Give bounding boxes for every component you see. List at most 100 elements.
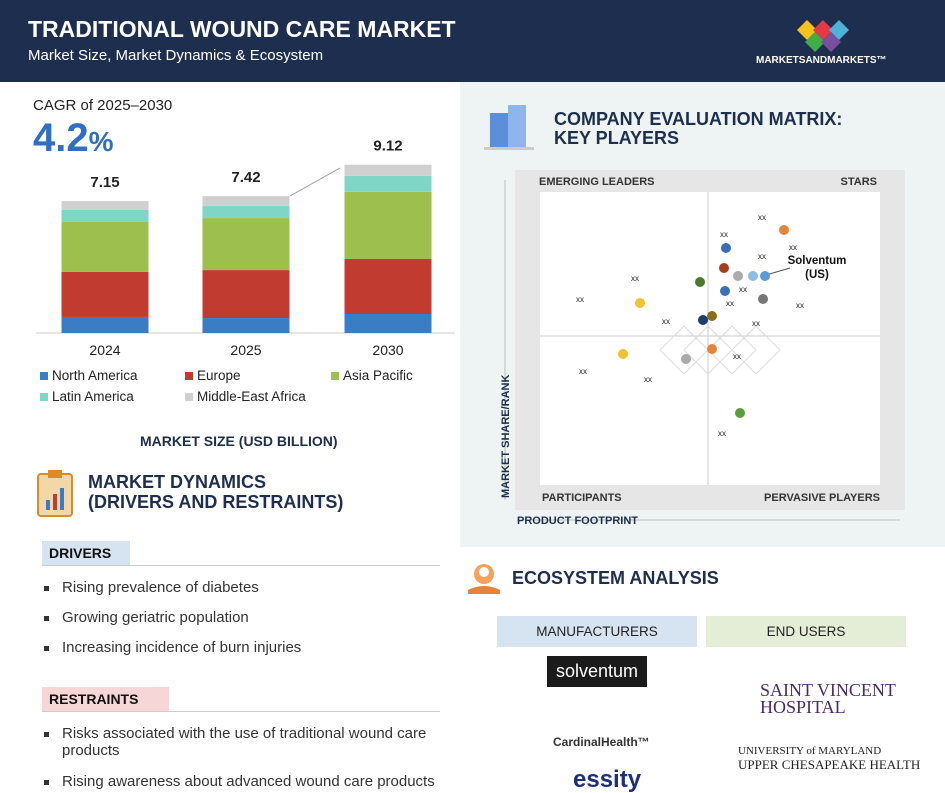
highlight-label: Solventum xyxy=(788,255,847,267)
subtitle: Market Size, Market Dynamics & Ecosystem xyxy=(28,47,324,64)
bar-chart: 7.15 2024 7.42 2025 9.12 2030 xyxy=(36,138,455,358)
driver: Rising prevalence of diabetes xyxy=(44,579,259,596)
legend-swatch xyxy=(40,393,48,401)
company-dot xyxy=(707,311,717,321)
column-head: END USERS xyxy=(706,616,906,647)
bar-segment xyxy=(202,206,290,219)
company-placeholder: xx xyxy=(739,285,747,294)
company-placeholder: xx xyxy=(631,274,639,283)
dynamics-title: (DRIVERS AND RESTRAINTS) xyxy=(88,492,344,512)
company-placeholder: xx xyxy=(720,230,728,239)
cagr-value: 4.2% xyxy=(33,116,114,161)
bar-segment xyxy=(344,175,432,192)
company-placeholder: xx xyxy=(733,352,741,361)
restraint: Risks associated with the use of traditi… xyxy=(44,725,441,759)
rule xyxy=(42,565,440,566)
logo-umd: UPPER CHESAPEAKE HEALTH xyxy=(738,757,921,772)
cagr-label: CAGR of 2025–2030 xyxy=(33,97,173,114)
brand-logo xyxy=(797,20,849,52)
company-placeholder: xx xyxy=(579,367,587,376)
bar-segment xyxy=(202,218,290,271)
quadrant-label: EMERGING LEADERS xyxy=(539,176,655,188)
company-dot xyxy=(695,277,705,287)
company-placeholder: xx xyxy=(758,252,766,261)
quadrant-label: STARS xyxy=(841,176,877,188)
driver-text: Rising prevalence of diabetes xyxy=(62,579,259,596)
logo-umd: UNIVERSITY of MARYLAND xyxy=(738,745,882,757)
matrix-title: COMPANY EVALUATION MATRIX: xyxy=(554,109,843,129)
drivers-label: DRIVERS xyxy=(49,545,112,561)
bar-segment xyxy=(202,270,290,319)
company-placeholder: xx xyxy=(644,375,652,384)
ecosystem-icon xyxy=(468,564,500,594)
restraint-text: Rising awareness about advanced wound ca… xyxy=(62,773,435,790)
restraint-text: Risks associated with the use of traditi… xyxy=(62,725,427,759)
legend-item: Europe xyxy=(185,368,241,383)
bar-segment xyxy=(344,313,432,333)
company-dot xyxy=(618,349,628,359)
ecosystem-title: ECOSYSTEM ANALYSIS xyxy=(512,568,719,588)
legend-item: North America xyxy=(40,368,138,383)
legend-swatch xyxy=(185,393,193,401)
driver: Growing geriatric population xyxy=(44,609,249,626)
y-axis-label: MARKET SHARE/RANK xyxy=(500,375,512,499)
restraints-tab xyxy=(42,687,169,711)
company-placeholder: xx xyxy=(726,299,734,308)
bar-segment xyxy=(61,316,149,333)
growth-arrow xyxy=(289,167,341,197)
x-tick-label: 2024 xyxy=(89,342,120,358)
bar-segment xyxy=(61,271,149,317)
header xyxy=(0,0,945,82)
legend-swatch xyxy=(185,372,193,380)
legend-item: Latin America xyxy=(40,389,134,404)
company-dot xyxy=(779,225,789,235)
company-dot xyxy=(681,354,691,364)
x-axis-label: PRODUCT FOOTPRINT xyxy=(517,515,638,527)
company-placeholder: xx xyxy=(752,319,760,328)
cagr-unit: % xyxy=(88,126,114,157)
company-dot xyxy=(733,271,743,281)
chart-title: MARKET SIZE (USD BILLION) xyxy=(140,433,338,449)
bar-segment xyxy=(344,259,432,314)
logo-saint-vincent: HOSPITAL xyxy=(760,697,846,717)
company-dot xyxy=(748,271,758,281)
company-dot xyxy=(720,286,730,296)
drivers-tab xyxy=(42,541,130,565)
company-placeholder: xx xyxy=(576,295,584,304)
company-dot xyxy=(758,294,768,304)
legend-swatch xyxy=(40,372,48,380)
legend-text: Europe xyxy=(197,368,241,383)
driver-text: Growing geriatric population xyxy=(62,609,249,626)
bar-segment xyxy=(202,196,290,207)
legend-item: Asia Pacific xyxy=(331,368,413,383)
driver: Increasing incidence of burn injuries xyxy=(43,639,301,656)
company-dot xyxy=(707,344,717,354)
matrix-title: KEY PLAYERS xyxy=(554,128,680,148)
company-placeholder: xx xyxy=(662,317,670,326)
legend-swatch xyxy=(331,372,339,380)
logo-essity: essity xyxy=(573,766,642,793)
matrix: EMERGING LEADERS STARS PARTICIPANTS PERVASI… xyxy=(500,170,905,527)
rule xyxy=(42,711,440,712)
brand: MARKETSANDMARKETS™ xyxy=(756,55,887,66)
highlight-label: (US) xyxy=(805,269,829,281)
legend-text: Latin America xyxy=(52,389,134,404)
x-tick-label: 2030 xyxy=(372,342,403,358)
legend-text: Middle-East Africa xyxy=(197,389,306,404)
dynamics-icon xyxy=(37,470,73,517)
company-dot xyxy=(698,315,708,325)
company-dot xyxy=(735,408,745,418)
company-dot xyxy=(719,263,729,273)
bar-segment xyxy=(61,201,149,210)
bar-segment xyxy=(61,209,149,222)
company-placeholder: xx xyxy=(789,243,797,252)
company-placeholder: xx xyxy=(758,213,766,222)
restraint: Rising awareness about advanced wound ca… xyxy=(44,773,435,790)
total-label: 9.12 xyxy=(373,138,402,155)
bar-segment xyxy=(61,221,149,272)
company-dot xyxy=(721,243,731,253)
quadrant-label: PARTICIPANTS xyxy=(542,492,622,504)
title: TRADITIONAL WOUND CARE MARKET xyxy=(28,16,456,42)
company-dot xyxy=(635,298,645,308)
